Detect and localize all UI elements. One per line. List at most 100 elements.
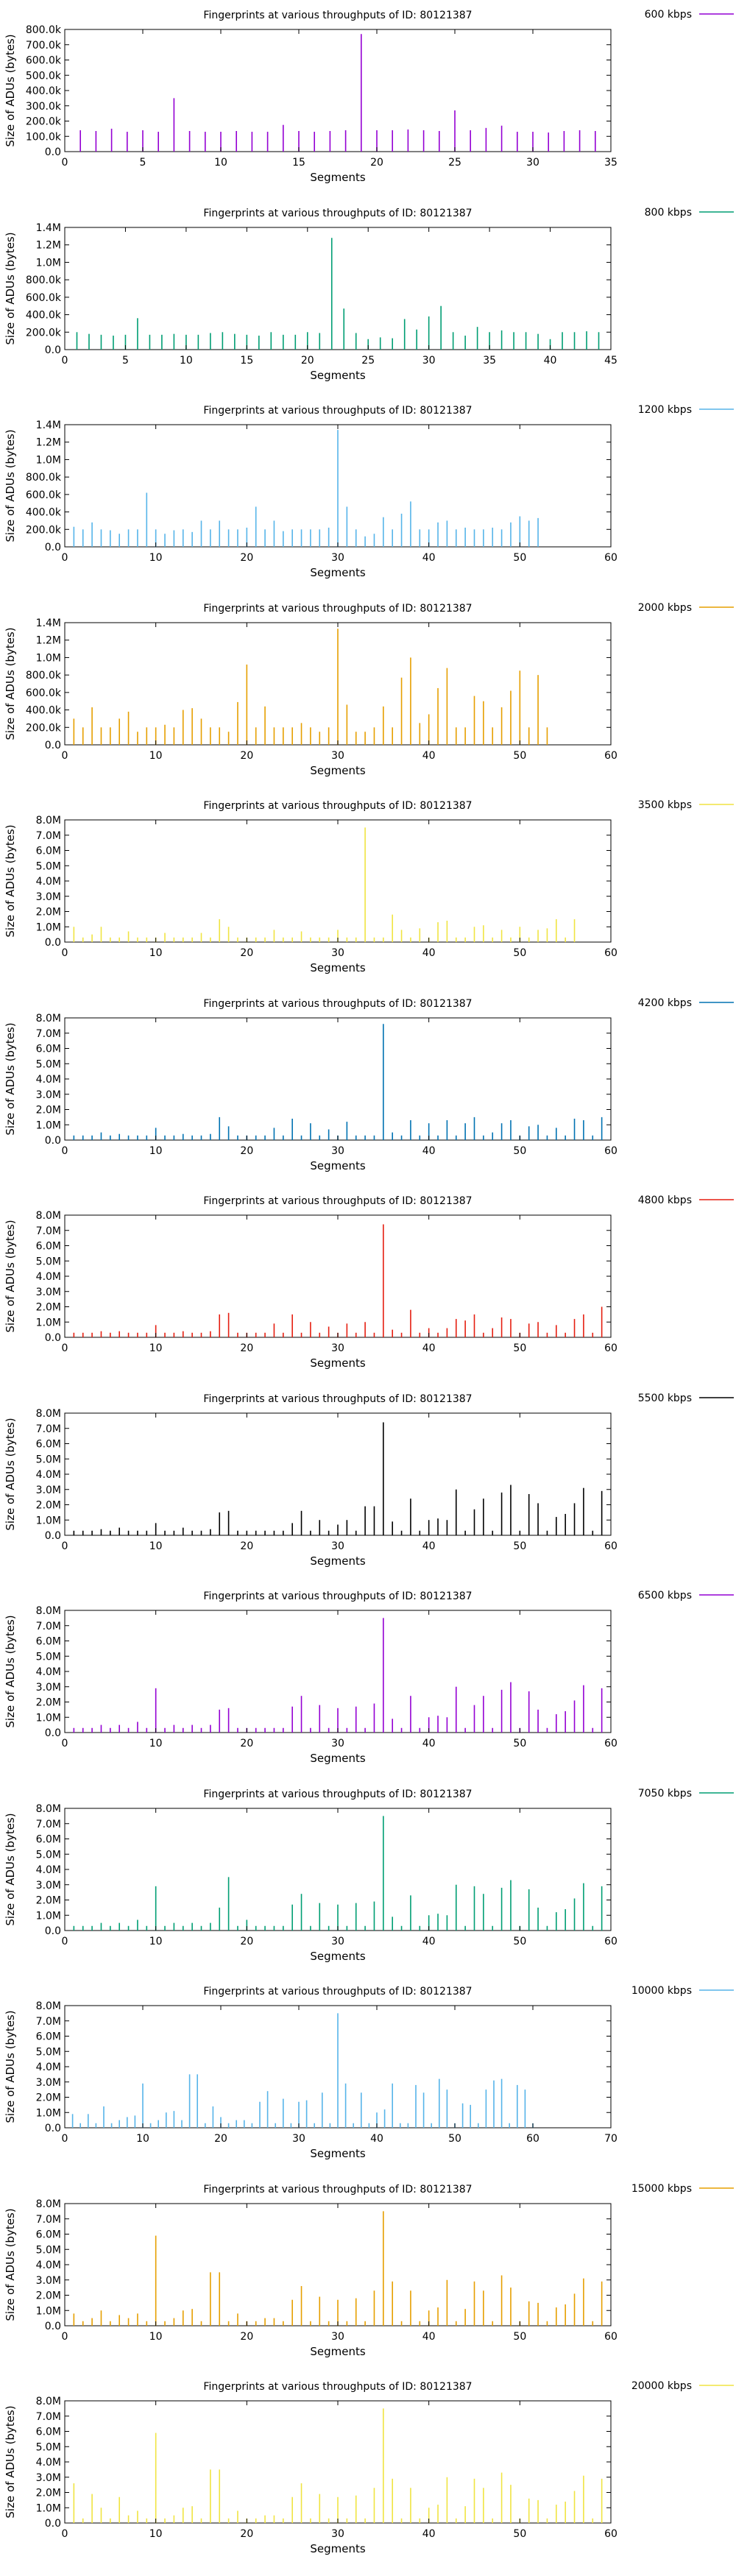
x-tick-label: 30 (331, 1936, 344, 1947)
x-tick-label: 30 (331, 1540, 344, 1552)
x-tick-label: 50 (513, 2528, 526, 2540)
x-tick-label: 50 (513, 1540, 526, 1552)
chart-panel: Fingerprints at various throughputs of I… (4, 404, 734, 579)
x-tick-label: 50 (513, 552, 526, 564)
x-axis-label: Segments (310, 171, 366, 184)
x-tick-label: 30 (422, 355, 436, 367)
y-tick-label: 4.0M (36, 1864, 61, 1876)
y-tick-label: 800.0k (26, 472, 62, 484)
y-tick-label: 2.0M (36, 1894, 61, 1906)
y-tick-label: 5.0M (36, 2441, 61, 2453)
x-tick-label: 0 (62, 1342, 68, 1354)
y-tick-label: 4.0M (36, 876, 61, 888)
chart-panel: Fingerprints at various throughputs of I… (4, 9, 734, 184)
y-tick-label: 2.0M (36, 1302, 61, 1314)
x-tick-label: 30 (331, 552, 344, 564)
y-tick-label: 800.0k (26, 670, 62, 682)
y-tick-label: 1.0M (36, 1712, 61, 1724)
y-tick-label: 1.0M (36, 2107, 61, 2119)
legend-label: 1200 kbps (638, 404, 692, 416)
x-tick-label: 10 (149, 947, 163, 959)
y-axis-label: Size of ADUs (bytes) (4, 1220, 17, 1332)
y-tick-label: 8.0M (36, 2396, 61, 2407)
x-tick-label: 15 (240, 355, 253, 367)
x-tick-label: 60 (526, 2133, 539, 2145)
x-tick-label: 60 (604, 1738, 618, 1749)
legend-label: 3500 kbps (638, 799, 692, 811)
x-tick-label: 30 (331, 2528, 344, 2540)
y-tick-label: 8.0M (36, 2198, 61, 2210)
chart-title: Fingerprints at various throughputs of I… (203, 1788, 472, 1800)
y-tick-label: 5.0M (36, 1454, 61, 1465)
y-axis-label: Size of ADUs (bytes) (4, 824, 17, 937)
x-tick-label: 30 (331, 1145, 344, 1157)
chart-panel: Fingerprints at various throughputs of I… (4, 2380, 734, 2555)
x-tick-label: 50 (513, 2331, 526, 2343)
y-tick-label: 0.0 (45, 1332, 61, 1344)
y-tick-label: 6.0M (36, 1833, 61, 1845)
y-tick-label: 3.0M (36, 1484, 61, 1496)
y-tick-label: 4.0M (36, 2457, 61, 2469)
y-tick-label: 3.0M (36, 891, 61, 903)
y-tick-label: 600.0k (26, 489, 62, 501)
y-tick-label: 3.0M (36, 2077, 61, 2089)
y-tick-label: 5.0M (36, 860, 61, 872)
x-axis-label: Segments (310, 2345, 366, 2358)
y-tick-label: 400.0k (26, 85, 62, 97)
chart-panel: Fingerprints at various throughputs of I… (4, 1590, 734, 1765)
chart-title: Fingerprints at various throughputs of I… (203, 2184, 472, 2195)
plot-frame (64, 819, 612, 943)
y-tick-label: 600.0k (26, 291, 62, 303)
x-tick-label: 10 (149, 1540, 163, 1552)
y-axis-label: Size of ADUs (bytes) (4, 627, 17, 740)
y-tick-label: 8.0M (36, 815, 61, 827)
y-tick-label: 0.0 (45, 1135, 61, 1147)
y-tick-label: 0.0 (45, 2518, 61, 2530)
x-tick-label: 10 (149, 750, 163, 762)
x-tick-label: 40 (422, 750, 436, 762)
y-tick-label: 0.0 (45, 2321, 61, 2332)
y-tick-label: 5.0M (36, 2244, 61, 2256)
x-tick-label: 10 (149, 552, 163, 564)
y-tick-label: 500.0k (26, 70, 62, 82)
y-tick-label: 200.0k (26, 116, 62, 128)
x-tick-label: 25 (361, 355, 375, 367)
y-axis-label: Size of ADUs (bytes) (4, 1022, 17, 1135)
x-axis-label: Segments (310, 2147, 366, 2160)
x-tick-label: 10 (149, 1342, 163, 1354)
x-tick-label: 50 (513, 750, 526, 762)
x-tick-label: 0 (62, 2528, 68, 2540)
x-tick-label: 0 (62, 1936, 68, 1947)
x-tick-label: 40 (422, 2331, 436, 2343)
y-tick-label: 0.0 (45, 1925, 61, 1937)
y-tick-label: 100.0k (26, 131, 62, 143)
x-tick-label: 10 (149, 2331, 163, 2343)
x-tick-label: 20 (214, 2133, 227, 2145)
y-tick-label: 4.0M (36, 1074, 61, 1086)
x-tick-label: 10 (149, 2528, 163, 2540)
x-tick-label: 0 (62, 157, 68, 169)
x-tick-label: 40 (422, 1738, 436, 1749)
x-tick-label: 50 (448, 2133, 461, 2145)
chart-panel: Fingerprints at various throughputs of I… (4, 207, 734, 382)
x-tick-label: 10 (149, 1936, 163, 1947)
x-tick-label: 25 (448, 157, 461, 169)
legend-label: 7050 kbps (638, 1788, 692, 1800)
y-tick-label: 200.0k (26, 524, 62, 536)
y-tick-label: 7.0M (36, 1027, 61, 1039)
x-tick-label: 20 (240, 947, 253, 959)
x-tick-label: 60 (604, 1540, 618, 1552)
x-tick-label: 15 (292, 157, 305, 169)
y-tick-label: 6.0M (36, 1636, 61, 1648)
y-tick-label: 1.0M (36, 1515, 61, 1526)
y-tick-label: 4.0M (36, 2062, 61, 2073)
y-tick-label: 2.0M (36, 1499, 61, 1511)
x-tick-label: 0 (62, 1145, 68, 1157)
y-tick-label: 1.2M (36, 634, 61, 646)
y-tick-label: 400.0k (26, 704, 62, 716)
x-axis-label: Segments (310, 1950, 366, 1963)
legend-label: 800 kbps (645, 207, 692, 219)
y-tick-label: 8.0M (36, 1408, 61, 1420)
y-tick-label: 7.0M (36, 2213, 61, 2225)
y-tick-label: 1.0M (36, 454, 61, 466)
